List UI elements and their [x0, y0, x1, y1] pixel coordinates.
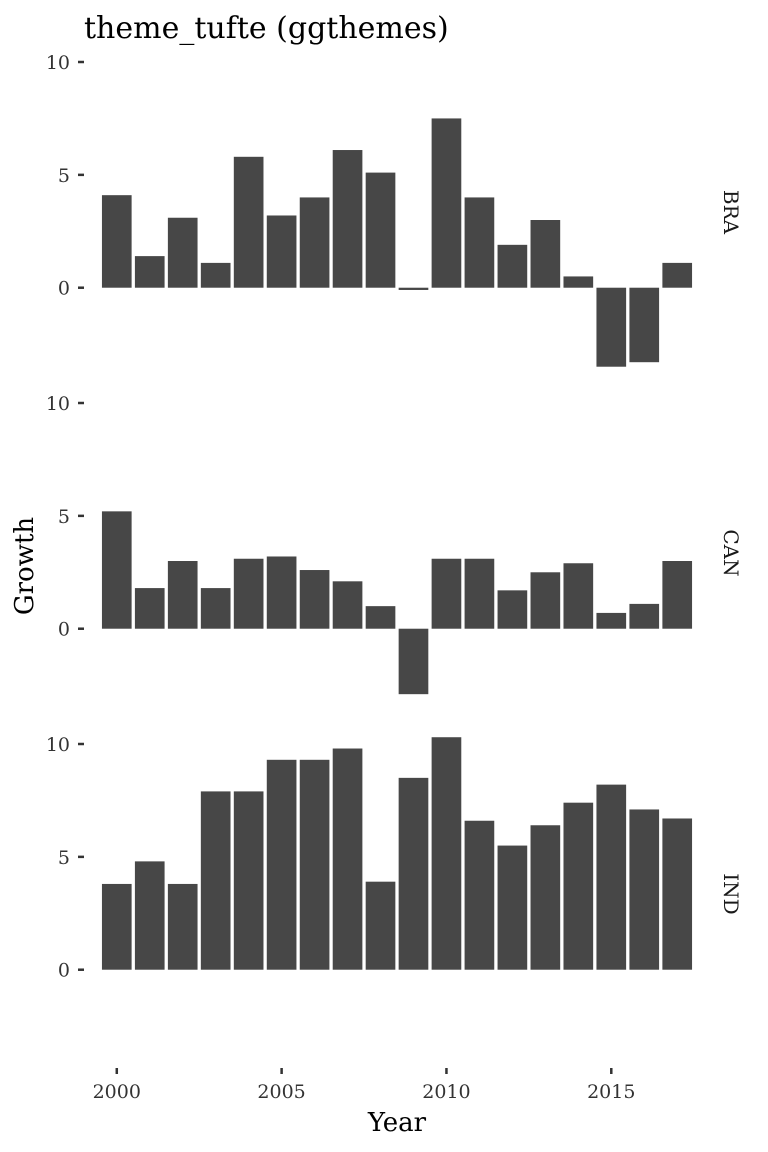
y-tick-label: 10: [46, 52, 70, 74]
bar-ind-2012: [497, 845, 528, 970]
facet-panel-ind: 0 5 10 IND: [46, 734, 743, 982]
bar-ind-2006: [299, 759, 330, 970]
bar-ind-2014: [563, 802, 594, 970]
bar-can-2011: [464, 558, 495, 629]
bar-bra-2008: [365, 172, 396, 288]
bar-ind-2008: [365, 881, 396, 970]
bar-can-2015: [596, 612, 627, 629]
facet-panel-bra: 0 5 10 BRA: [46, 52, 743, 367]
bar-ind-2009: [398, 777, 429, 970]
bar-bra-2001: [134, 256, 165, 288]
bar-can-2016: [629, 603, 660, 629]
y-tick-label: 10: [46, 734, 70, 756]
bar-can-2014: [563, 563, 594, 629]
bar-can-2009: [398, 628, 429, 695]
bar-can-2000: [101, 511, 132, 629]
bar-ind-2015: [596, 784, 627, 970]
y-tick-label: 0: [58, 619, 70, 641]
bar-can-2008: [365, 606, 396, 629]
chart-title: theme_tufte (ggthemes): [84, 11, 449, 46]
bar-can-2001: [134, 588, 165, 629]
y-tick-label: 5: [58, 506, 70, 528]
y-tick-label: 5: [58, 847, 70, 869]
x-tick-label: 2005: [257, 1081, 305, 1103]
bar-bra-2004: [233, 156, 264, 288]
bar-can-2004: [233, 558, 264, 629]
bar-bra-2014: [563, 276, 594, 288]
bar-bra-2010: [431, 118, 462, 288]
bar-ind-2005: [266, 759, 297, 970]
bar-bra-2000: [101, 195, 132, 288]
x-tick-label: 2015: [587, 1081, 635, 1103]
bar-ind-2004: [233, 791, 264, 970]
bar-bra-2013: [530, 220, 561, 288]
x-tick-label: 2010: [422, 1081, 470, 1103]
bar-can-2013: [530, 572, 561, 629]
bar-ind-2017: [662, 818, 693, 970]
x-axis-title: Year: [367, 1108, 427, 1138]
bar-ind-2000: [101, 883, 132, 970]
bar-ind-2001: [134, 861, 165, 970]
bar-bra-2003: [200, 262, 231, 288]
bar-bra-2011: [464, 197, 495, 288]
bar-ind-2016: [629, 809, 660, 970]
bar-can-2003: [200, 588, 231, 629]
bar-bra-2017: [662, 262, 693, 288]
bar-ind-2010: [431, 737, 462, 970]
bar-can-2002: [167, 561, 198, 629]
y-tick-label: 0: [58, 278, 70, 300]
bar-can-2010: [431, 558, 462, 629]
bar-can-2012: [497, 590, 528, 629]
facet-strip-label: IND: [719, 873, 743, 914]
bar-ind-2013: [530, 825, 561, 970]
bar-bra-2009: [398, 287, 429, 290]
bar-bra-2002: [167, 217, 198, 288]
y-tick-label: 0: [58, 960, 70, 982]
bar-can-2007: [332, 581, 363, 629]
x-tick-label: 2000: [93, 1081, 141, 1103]
bar-bra-2016: [629, 287, 660, 363]
bar-bra-2007: [332, 150, 363, 288]
facet-panel-can: 0 5 10 CAN: [46, 393, 743, 695]
facet-strip-label: CAN: [719, 529, 743, 576]
bar-bra-2012: [497, 244, 528, 288]
bar-can-2006: [299, 570, 330, 629]
bar-can-2005: [266, 556, 297, 629]
bar-bra-2015: [596, 287, 627, 367]
bar-ind-2002: [167, 883, 198, 970]
facet-panels: 0 5 10 BRA 0 5 10 CAN 0 5 10 IND: [46, 52, 743, 982]
y-axis-title: Growth: [10, 517, 40, 616]
bar-ind-2003: [200, 791, 231, 970]
facet-strip-label: BRA: [719, 190, 743, 235]
bar-ind-2011: [464, 820, 495, 970]
bar-bra-2005: [266, 215, 297, 288]
bar-ind-2007: [332, 748, 363, 970]
bar-can-2017: [662, 561, 693, 629]
y-tick-label: 10: [46, 393, 70, 415]
y-tick-label: 5: [58, 165, 70, 187]
bar-bra-2006: [299, 197, 330, 288]
x-axis: 2000 2005 2010 2015: [93, 1068, 635, 1103]
